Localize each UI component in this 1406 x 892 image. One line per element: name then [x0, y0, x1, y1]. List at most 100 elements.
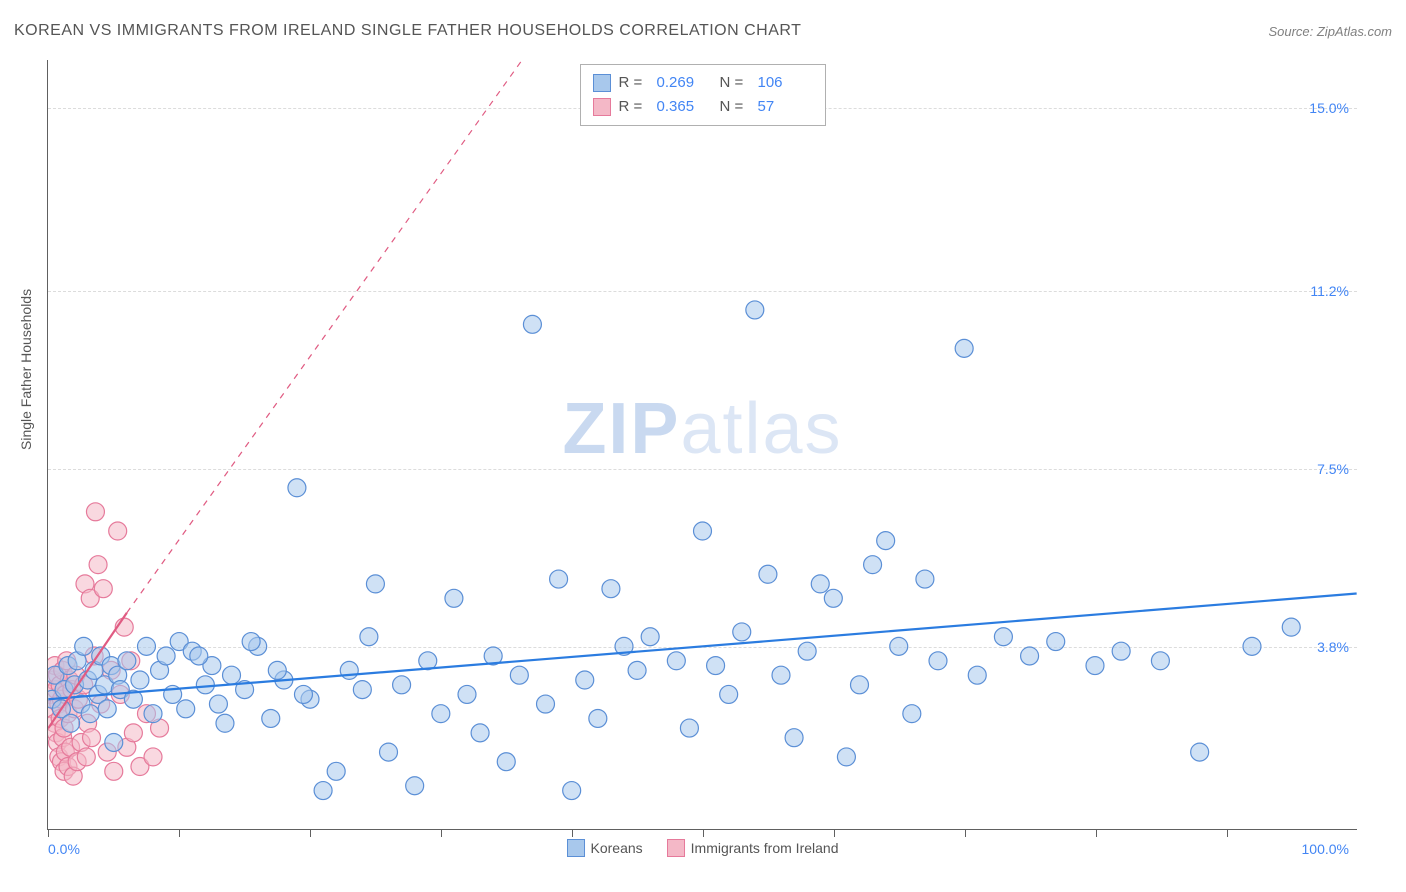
data-point — [327, 762, 345, 780]
scatter-svg — [48, 60, 1357, 829]
stat-n-koreans: 106 — [758, 71, 813, 95]
data-point — [694, 522, 712, 540]
data-point — [432, 705, 450, 723]
data-point — [877, 532, 895, 550]
data-point — [81, 705, 99, 723]
data-point — [903, 705, 921, 723]
data-point — [680, 719, 698, 737]
data-point — [864, 556, 882, 574]
swatch-koreans — [593, 74, 611, 92]
data-point — [837, 748, 855, 766]
bottom-legend: Koreans Immigrants from Ireland — [567, 839, 839, 857]
data-point — [1047, 633, 1065, 651]
xtick-mark — [48, 829, 49, 837]
data-point — [458, 685, 476, 703]
data-point — [641, 628, 659, 646]
swatch-ireland — [593, 98, 611, 116]
xtick-mark — [965, 829, 966, 837]
data-point — [209, 695, 227, 713]
data-point — [851, 676, 869, 694]
xtick-mark — [310, 829, 311, 837]
data-point — [360, 628, 378, 646]
chart-plot-area: ZIPatlas 3.8%7.5%11.2%15.0% R = 0.269 N … — [47, 60, 1357, 830]
data-point — [1086, 657, 1104, 675]
data-point — [1191, 743, 1209, 761]
data-point — [1243, 637, 1261, 655]
data-point — [667, 652, 685, 670]
data-point — [177, 700, 195, 718]
xtick-mark — [572, 829, 573, 837]
legend-item-koreans: Koreans — [567, 839, 643, 857]
data-point — [118, 652, 136, 670]
data-point — [563, 782, 581, 800]
data-point — [510, 666, 528, 684]
data-point — [811, 575, 829, 593]
data-point — [124, 724, 142, 742]
data-point — [550, 570, 568, 588]
data-point — [294, 685, 312, 703]
data-point — [109, 522, 127, 540]
x-axis-max-label: 100.0% — [1302, 841, 1349, 857]
stat-r-label: R = — [619, 95, 649, 119]
data-point — [242, 633, 260, 651]
data-point — [77, 748, 95, 766]
data-point — [268, 661, 286, 679]
data-point — [824, 589, 842, 607]
xtick-mark — [441, 829, 442, 837]
data-point — [968, 666, 986, 684]
data-point — [406, 777, 424, 795]
legend-item-ireland: Immigrants from Ireland — [667, 839, 839, 857]
data-point — [75, 637, 93, 655]
chart-title: KOREAN VS IMMIGRANTS FROM IRELAND SINGLE… — [14, 22, 801, 40]
data-point — [216, 714, 234, 732]
data-point — [1151, 652, 1169, 670]
data-point — [83, 729, 101, 747]
data-point — [190, 647, 208, 665]
data-point — [262, 709, 280, 727]
stats-legend-box: R = 0.269 N = 106 R = 0.365 N = 57 — [580, 64, 826, 126]
data-point — [131, 671, 149, 689]
data-point — [380, 743, 398, 761]
data-point — [1112, 642, 1130, 660]
data-point — [772, 666, 790, 684]
trend-line — [127, 60, 533, 613]
data-point — [759, 565, 777, 583]
data-point — [353, 681, 371, 699]
source-attribution: Source: ZipAtlas.com — [1268, 24, 1392, 39]
data-point — [471, 724, 489, 742]
data-point — [86, 503, 104, 521]
data-point — [890, 637, 908, 655]
stats-row-koreans: R = 0.269 N = 106 — [593, 71, 813, 95]
legend-label-koreans: Koreans — [591, 840, 643, 856]
data-point — [955, 339, 973, 357]
stat-r-ireland: 0.365 — [657, 95, 712, 119]
data-point — [89, 556, 107, 574]
data-point — [1282, 618, 1300, 636]
stat-n-label: N = — [720, 95, 750, 119]
data-point — [707, 657, 725, 675]
stats-row-ireland: R = 0.365 N = 57 — [593, 95, 813, 119]
data-point — [994, 628, 1012, 646]
stat-r-koreans: 0.269 — [657, 71, 712, 95]
data-point — [157, 647, 175, 665]
stat-r-label: R = — [619, 71, 649, 95]
data-point — [223, 666, 241, 684]
data-point — [1021, 647, 1039, 665]
data-point — [746, 301, 764, 319]
data-point — [366, 575, 384, 593]
stat-n-ireland: 57 — [758, 95, 813, 119]
data-point — [628, 661, 646, 679]
data-point — [445, 589, 463, 607]
data-point — [105, 733, 123, 751]
data-point — [137, 637, 155, 655]
xtick-mark — [1227, 829, 1228, 837]
data-point — [523, 315, 541, 333]
data-point — [589, 709, 607, 727]
data-point — [602, 580, 620, 598]
xtick-mark — [703, 829, 704, 837]
legend-swatch-koreans — [567, 839, 585, 857]
data-point — [144, 748, 162, 766]
y-axis-label: Single Father Households — [18, 289, 34, 450]
data-point — [785, 729, 803, 747]
data-point — [576, 671, 594, 689]
